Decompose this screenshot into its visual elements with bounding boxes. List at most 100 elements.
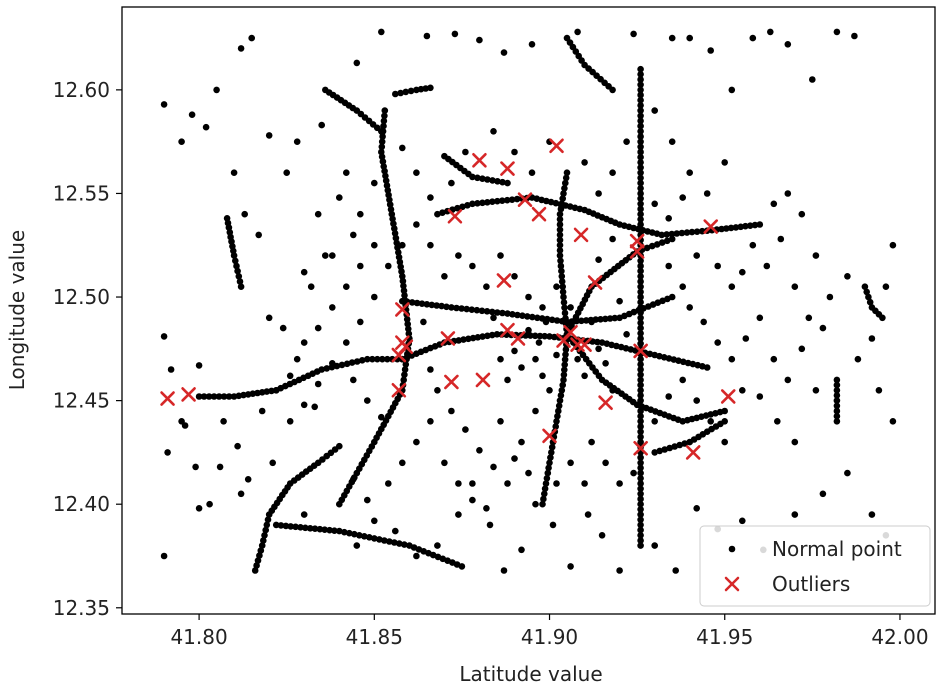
normal-point [497, 355, 504, 363]
outlier-point [598, 395, 613, 410]
normal-point [418, 300, 426, 308]
normal-point [215, 393, 223, 400]
normal-point [562, 346, 570, 353]
normal-point [551, 333, 558, 341]
normal-point [616, 480, 623, 487]
legend-outlier-label: Outliers [772, 572, 850, 596]
normal-point [326, 526, 333, 534]
normal-point [637, 143, 644, 151]
normal-point [595, 256, 602, 264]
outlier-stroke [703, 219, 719, 234]
normal-point [427, 366, 434, 373]
normal-point [474, 174, 481, 182]
normal-point [637, 102, 644, 109]
normal-point [558, 387, 566, 394]
normal-point [338, 361, 346, 369]
normal-point [548, 449, 555, 456]
y-tick-label: 12.55 [53, 181, 110, 205]
normal-point [241, 210, 248, 218]
normal-point [292, 523, 299, 531]
normal-point [798, 210, 806, 218]
normal-point [328, 363, 336, 371]
normal-point [679, 376, 686, 384]
normal-point [454, 204, 461, 212]
normal-point [160, 552, 168, 560]
normal-point [567, 563, 574, 570]
normal-point [518, 546, 525, 554]
normal-point [637, 96, 644, 104]
outlier-stroke [444, 374, 459, 390]
outlier-point [633, 440, 648, 456]
normal-point [637, 148, 644, 156]
normal-point [833, 412, 841, 420]
outlier-stroke [629, 233, 645, 249]
normal-point [404, 320, 412, 328]
normal-point [557, 257, 564, 265]
normal-point [293, 138, 301, 145]
normal-point [637, 330, 644, 337]
normal-point [637, 128, 644, 135]
normal-point [489, 198, 496, 205]
normal-point [552, 423, 559, 430]
normal-point [637, 107, 644, 114]
normal-point [637, 200, 644, 208]
normal-point [453, 304, 460, 312]
outlier-stroke [531, 206, 547, 222]
outlier-stroke [500, 161, 515, 176]
normal-point [463, 305, 471, 313]
normal-point [378, 143, 386, 151]
normal-point [486, 521, 494, 529]
normal-point [844, 469, 851, 477]
normal-point [809, 76, 816, 83]
normal-point [556, 397, 564, 404]
normal-point [464, 202, 471, 209]
x-axis-label: Latitude value [459, 662, 602, 686]
outlier-point [440, 331, 456, 346]
normal-point [399, 144, 406, 152]
normal-point [693, 252, 700, 259]
outlier-stroke [160, 391, 175, 406]
outlier-stroke [472, 153, 487, 168]
normal-point [770, 355, 778, 363]
normal-point [784, 376, 792, 384]
normal-point [286, 418, 294, 425]
normal-point [413, 299, 421, 307]
normal-point [567, 459, 574, 467]
normal-point [202, 123, 210, 131]
normal-point [381, 537, 388, 544]
outlier-point [444, 374, 459, 390]
normal-point [350, 376, 357, 384]
normal-point [380, 122, 387, 130]
normal-point [562, 351, 569, 358]
normal-point [616, 297, 623, 305]
outlier-stroke [598, 395, 613, 410]
normal-point [232, 257, 239, 265]
normal-point [488, 308, 496, 316]
normal-point [637, 91, 644, 99]
normal-point [656, 447, 663, 455]
normal-point [404, 350, 411, 358]
normal-point [637, 438, 644, 446]
y-tick-label: 12.60 [53, 78, 110, 102]
normal-point [525, 469, 532, 477]
normal-point [272, 521, 280, 529]
normal-point [405, 325, 412, 333]
normal-point [784, 190, 792, 197]
normal-point [556, 231, 564, 239]
normal-point [637, 464, 644, 472]
normal-point [336, 527, 343, 535]
normal-point [637, 459, 644, 467]
outlier-point [510, 331, 526, 346]
normal-point [681, 440, 688, 447]
normal-point [668, 293, 676, 301]
outlier-point [160, 391, 175, 406]
normal-point [683, 229, 691, 236]
normal-point [518, 438, 525, 446]
outlier-stroke [181, 387, 196, 402]
normal-point [519, 312, 526, 320]
normal-point [558, 267, 565, 275]
normal-point [637, 376, 644, 384]
normal-point [483, 505, 490, 512]
normal-point [188, 111, 196, 118]
normal-point [483, 283, 490, 291]
